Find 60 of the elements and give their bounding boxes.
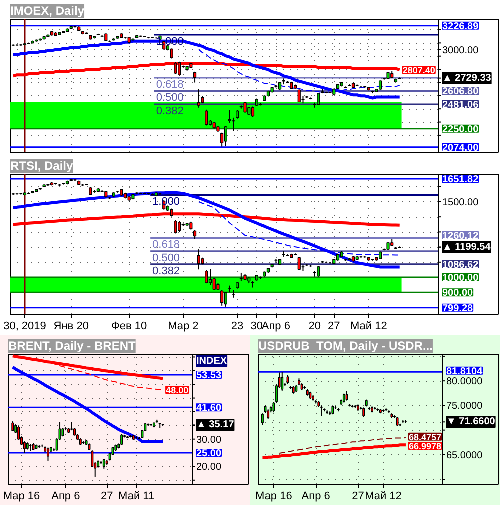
chart-title: RTSI, Daily — [10, 159, 74, 173]
x-tick-label: Мар 16 — [256, 490, 292, 502]
ref-line-label: 1260.12 — [442, 230, 480, 242]
ref-line-label: 900.00 — [442, 288, 474, 300]
annotation: 0.500 — [152, 252, 180, 264]
chart-title: USDRUB_TOM, Daily - USDR... — [258, 339, 433, 353]
x-tick-label: Янв 20 — [54, 320, 89, 332]
y-tick-label: ▲ 2729.33 — [442, 72, 492, 84]
annotation: 0.618 — [152, 239, 180, 252]
ref-line-label: 799.28 — [442, 303, 474, 314]
annotation: 0.618 — [156, 78, 184, 91]
x-tick-label: 27 — [101, 490, 114, 502]
ref-line-label: 1000.00 — [442, 273, 480, 284]
data-label: 48.00 — [166, 386, 189, 396]
y-tick-label: ▲ 1199.54 — [442, 242, 492, 253]
y-tick-label: 75.0000 — [446, 401, 484, 412]
text: INDEX — [196, 356, 228, 367]
x-tick-label: 30, 2019 — [4, 320, 46, 332]
ref-line-label: 3226.89 — [442, 21, 480, 32]
annotation: 0.382 — [152, 265, 180, 278]
ref-line-label: 25.00 — [196, 448, 222, 460]
annotation: 1.000 — [152, 196, 180, 208]
ref-line-label: 2481.06 — [442, 100, 480, 112]
x-tick-label: Май 12 — [365, 490, 402, 502]
ref-line-label: 81.8104 — [446, 366, 484, 378]
ref-line-label: 2074.00 — [442, 142, 480, 154]
y-tick-label: 30.00 — [196, 434, 222, 446]
x-tick-label: 27 — [328, 320, 340, 332]
y-tick-label: 20.00 — [196, 462, 222, 474]
y-tick-label: 1500.00 — [442, 197, 480, 208]
annotation: 0.382 — [156, 106, 184, 118]
x-tick-label: Апр 6 — [262, 320, 290, 332]
y-tick-label: ▲ 35.17 — [196, 420, 235, 431]
ref-line-label: 2606.80 — [442, 86, 480, 98]
x-tick-label: Фев 10 — [112, 320, 148, 332]
annotation: 0.500 — [156, 92, 184, 104]
ref-line-label: 1651.82 — [442, 174, 480, 186]
x-tick-label: Май 11 — [118, 490, 155, 502]
ref-line-label: 41.60 — [196, 403, 222, 414]
x-tick-label: 30 — [250, 320, 263, 332]
data-label: 2807.40 — [402, 66, 436, 76]
y-tick-label: 80.0000 — [446, 376, 484, 388]
y-tick-label: 3000.00 — [442, 45, 480, 56]
x-tick-label: Май 12 — [350, 320, 388, 332]
data-label: 66.9978 — [408, 442, 442, 452]
x-tick-label: 23 — [231, 320, 244, 332]
y-tick-label: ▼ 71.6600 — [446, 416, 496, 428]
data-label: 68.4757 — [408, 432, 442, 442]
x-tick-label: Мар 16 — [3, 490, 40, 502]
x-tick-label: Апр 6 — [302, 490, 330, 502]
x-tick-label: 20 — [308, 320, 321, 332]
x-tick-label: Апр 6 — [52, 490, 80, 502]
ref-line-label: 53.53 — [196, 370, 222, 382]
x-tick-label: 27 — [352, 490, 364, 502]
y-tick-label: 65.0000 — [446, 450, 484, 462]
ref-line-label: 2250.00 — [442, 124, 480, 136]
chart-title: BRENT, Daily - BRENT — [8, 339, 137, 353]
chart-title: IMOEX, Daily — [10, 4, 85, 18]
ref-line-label: 1086.62 — [442, 260, 480, 271]
x-tick-label: Мар 2 — [168, 320, 199, 332]
